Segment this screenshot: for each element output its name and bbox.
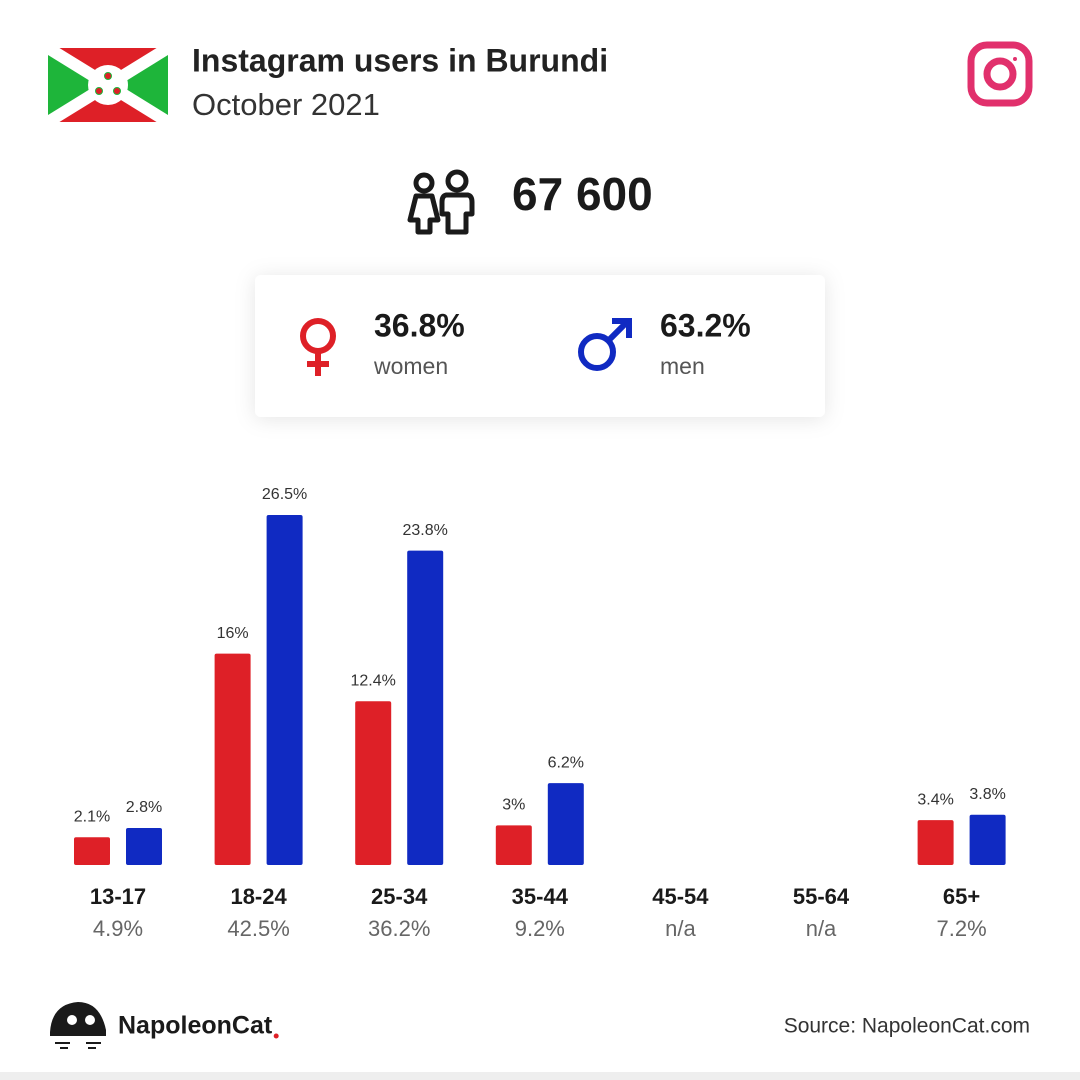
women-label: women [373, 353, 448, 379]
men-share: 63.2% [660, 307, 751, 343]
category-total: 42.5% [227, 916, 289, 941]
users-icon [407, 169, 475, 235]
bar [969, 814, 1006, 865]
men-label: men [660, 353, 705, 379]
value-label: 2.1% [74, 808, 110, 825]
category-total: 9.2% [515, 916, 565, 941]
bar [547, 783, 584, 865]
value-label: 26.5% [262, 486, 307, 503]
category-label: 18-24 [230, 884, 287, 909]
brand-logo [50, 1002, 106, 1049]
male-icon [578, 318, 632, 371]
value-label: 16% [217, 625, 249, 642]
category-total: 7.2% [937, 916, 987, 941]
category-total: n/a [806, 916, 837, 941]
total-users: 67 600 [512, 168, 653, 220]
gender-card [255, 275, 825, 417]
brand-dot [273, 1033, 279, 1039]
category-label: 13-17 [90, 884, 146, 909]
bottom-strip [0, 1072, 1080, 1080]
value-label: 3% [502, 797, 525, 814]
bar [266, 515, 303, 865]
category-label: 45-54 [652, 884, 709, 909]
bar [407, 550, 444, 865]
value-label: 6.2% [548, 754, 584, 771]
brand-name: NapoleonCat [118, 1012, 273, 1040]
category-label: 35-44 [512, 884, 569, 909]
value-label: 3.8% [969, 786, 1005, 803]
flag [48, 48, 168, 122]
category-total: n/a [665, 916, 696, 941]
category-label: 65+ [943, 884, 980, 909]
value-label: 23.8% [403, 522, 448, 539]
category-total: 36.2% [368, 916, 430, 941]
category-label: 55-64 [793, 884, 850, 909]
instagram-icon [967, 41, 1033, 107]
bar [74, 837, 110, 865]
age-chart: 13-17 4.9% 2.1% 2.8% 18-24 42.5% 16% 26.5% 25-34… [74, 486, 1006, 941]
women-share: 36.8% [374, 307, 465, 343]
title: Instagram users in Burundi [192, 42, 608, 78]
bar [214, 653, 251, 865]
category-label: 25-34 [371, 884, 428, 909]
subtitle: October 2021 [192, 87, 380, 122]
value-label: 2.8% [126, 799, 162, 816]
bar [126, 828, 162, 865]
value-label: 3.4% [917, 791, 953, 808]
value-label: 12.4% [351, 672, 396, 689]
bar [917, 820, 954, 865]
category-total: 4.9% [93, 916, 143, 941]
bar [495, 825, 532, 865]
bar [355, 701, 392, 865]
female-icon [300, 318, 336, 376]
source: Source: NapoleonCat.com [784, 1015, 1030, 1038]
